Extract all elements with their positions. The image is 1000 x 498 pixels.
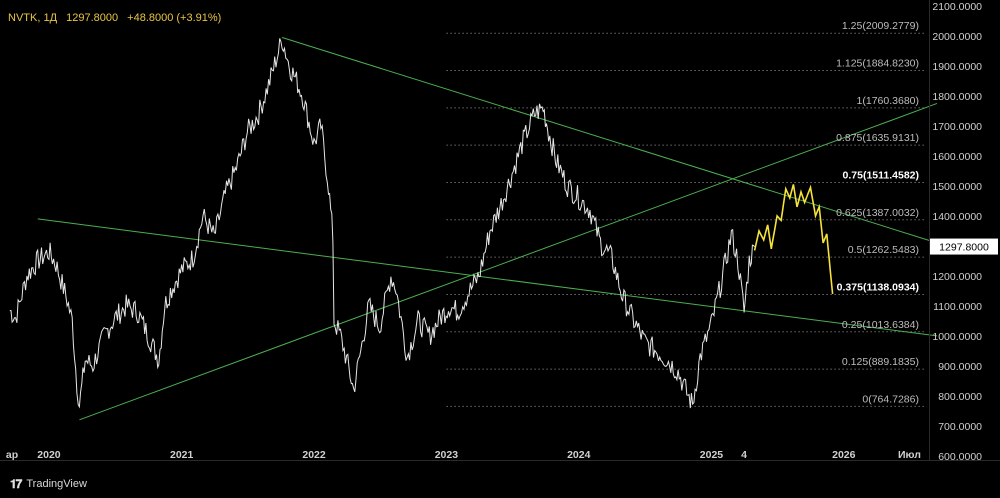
trend-lines [37,37,938,421]
y-tick-label: 700.0000 [938,421,982,433]
fib-level-label: 1.125(1884.8230) [836,58,919,70]
y-tick-label: 600.0000 [938,451,982,463]
fib-level-label: 0.125(889.1835) [842,356,919,368]
price-tag-box [930,238,998,255]
fib-level-label: 0.5(1262.5483) [848,244,919,256]
fib-level-label: 1.25(2009.2779) [842,20,919,32]
y-tick-label: 1700.0000 [932,121,982,133]
tradingview-brand[interactable]: 𝟏𝟕 TradingView [10,476,87,492]
fib-level-label: 0(764.7286) [862,393,919,405]
x-tick-label: 4 [741,449,747,461]
x-tick-label: 2021 [170,449,194,461]
y-tick-label: 1900.0000 [932,61,982,73]
fib-level-label: 1(1760.3680) [857,95,919,107]
y-axis-frame [929,0,1000,460]
projection-series [753,184,834,294]
price-tag-label: 1297.8000 [939,242,989,254]
y-tick-label: 1800.0000 [932,91,982,103]
y-tick-label: 800.0000 [938,391,982,403]
price-line [9,38,755,409]
x-tick-label: 2024 [567,449,591,461]
fib-level-label: 0.625(1387.0032) [836,207,919,219]
y-tick-label: 1000.0000 [932,331,982,343]
trend-line [79,102,938,421]
price-change: +48.8000 (+3.91%) [127,12,222,24]
symbol-header: NVTK, 1Д 1297.8000 +48.8000 (+3.91%) [8,12,227,24]
price-series [9,38,755,409]
fibonacci-levels [446,32,925,407]
y-tick-label: 2100.0000 [932,1,982,13]
x-tick-label: 2022 [302,449,326,461]
x-tick-label: Июл [898,449,921,461]
fibonacci-labels: 0(764.7286) 0.125(889.1835) 0.25(1013.6384… [836,20,919,405]
y-tick-label: 1600.0000 [932,151,982,163]
last-price-tag: 1297.8000 [930,238,998,255]
x-tick-label: 2023 [435,449,459,461]
projection-line [753,184,834,294]
y-tick-label: 2000.0000 [932,31,982,43]
y-tick-label: 900.0000 [938,361,982,373]
y-tick-label: 1100.0000 [933,301,982,313]
brand-label: TradingView [26,478,87,490]
last-price: 1297.8000 [66,12,119,24]
fib-level-label: 0.375(1138.0934) [837,281,919,293]
y-tick-label: 1200.0000 [932,271,982,283]
x-tick-label: 2026 [832,449,856,461]
fib-level-label: 0.875(1635.9131) [836,132,919,144]
y-axis: 2100.0000 2000.0000 1900.0000 1800.0000 1700… [932,1,982,463]
symbol-label[interactable]: NVTK, 1Д [8,12,58,24]
x-axis-frame [0,460,1000,461]
trend-line [281,37,938,244]
x-tick-label: 2025 [700,449,724,461]
fib-level-label: 0.75(1511.4582) [843,169,919,181]
x-axis: ар 2020 2021 2022 2023 2024 2025 4 2026 Июл [6,449,921,461]
fib-level-label: 0.25(1013.6384) [842,319,919,331]
x-tick-label: 2020 [37,449,61,461]
tradingview-logo-icon: 𝟏𝟕 [10,476,22,491]
trend-line [37,218,938,337]
y-tick-label: 1500.0000 [932,181,982,193]
y-tick-label: 1400.0000 [932,211,982,223]
x-tick-label: ар [6,449,18,461]
